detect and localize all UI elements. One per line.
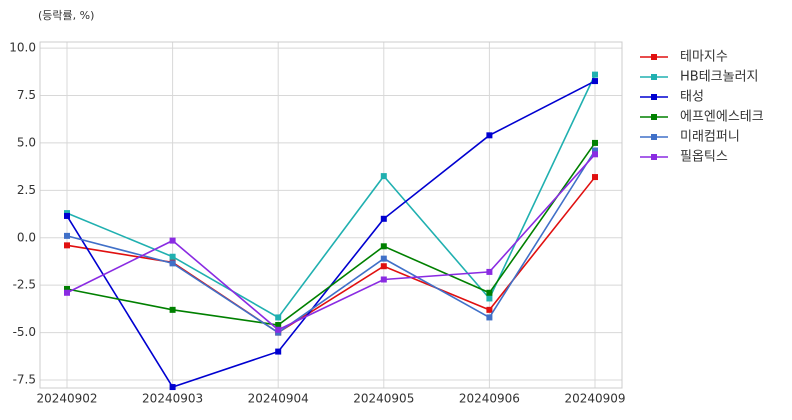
point	[64, 285, 70, 292]
legend-label: 태성	[680, 90, 704, 105]
point	[486, 132, 493, 139]
x-tick-label: 20240905	[353, 392, 414, 406]
y-tick-label: -2.5	[13, 278, 36, 292]
point	[169, 384, 176, 391]
y-tick-label: 7.5	[17, 88, 36, 102]
point	[64, 242, 70, 249]
point	[380, 276, 387, 283]
point	[486, 314, 493, 321]
point	[380, 263, 387, 270]
series-line	[66, 80, 596, 389]
point	[592, 78, 598, 85]
y-tick-label: 0.0	[17, 230, 36, 244]
point	[380, 255, 387, 262]
legend-label: 필옵틱스	[680, 150, 728, 165]
plot-frame	[39, 41, 623, 389]
y-tick-label: 2.5	[17, 183, 36, 197]
legend-label: 미래컴퍼니	[680, 130, 740, 145]
series-line	[66, 150, 596, 334]
y-tick-label: -7.5	[13, 373, 36, 387]
point	[486, 289, 493, 296]
point	[64, 289, 70, 296]
series-line	[66, 142, 596, 326]
legend-label: HB테크놀러지	[680, 70, 759, 85]
x-tick-label: 20240903	[142, 392, 203, 406]
point	[380, 215, 387, 222]
y-tick-label: 10.0	[9, 41, 36, 55]
point	[275, 322, 282, 329]
point	[486, 295, 493, 302]
point	[169, 306, 176, 313]
x-tick-label: 20240909	[564, 392, 625, 406]
point	[592, 139, 598, 146]
point	[380, 173, 387, 180]
point	[64, 212, 70, 219]
x-tick-label: 20240906	[459, 392, 520, 406]
point	[592, 174, 598, 181]
point	[64, 232, 70, 239]
series-line	[66, 74, 596, 319]
point	[592, 71, 598, 78]
legend-marker	[651, 114, 657, 120]
series-line	[66, 153, 596, 331]
point	[275, 314, 282, 321]
y-tick-label: -5.0	[13, 325, 36, 339]
legend-label: 에프엔에스테크	[680, 110, 764, 125]
point	[275, 326, 282, 333]
y-tick-label: 5.0	[17, 135, 36, 149]
x-tick-label: 20240902	[36, 392, 97, 406]
legend-marker	[651, 94, 657, 100]
legend-marker	[651, 54, 657, 60]
point	[592, 151, 598, 158]
x-tick-label: 20240904	[248, 392, 309, 406]
legend-marker	[651, 74, 657, 80]
point	[380, 243, 387, 250]
point	[169, 253, 176, 260]
point	[169, 237, 176, 244]
legend-marker	[651, 154, 657, 160]
legend-marker	[651, 134, 657, 140]
point	[169, 260, 176, 267]
point	[486, 268, 493, 275]
chart-subtitle: (등락률, %)	[38, 9, 94, 22]
point	[275, 348, 282, 355]
legend-label: 테마지수	[680, 50, 728, 65]
point	[486, 306, 493, 313]
point	[592, 147, 598, 154]
